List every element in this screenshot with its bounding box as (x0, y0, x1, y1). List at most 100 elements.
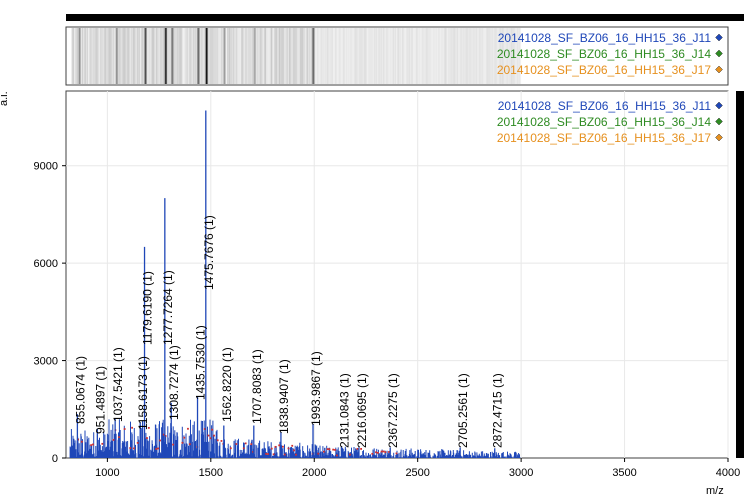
gel-band-faint (357, 28, 359, 84)
red-peak-marker (216, 439, 219, 442)
gel-band-faint (275, 28, 277, 84)
gel-band-faint (323, 28, 325, 84)
gel-band-faint (217, 28, 219, 84)
gel-band-faint (115, 28, 117, 84)
gel-band-faint (365, 28, 367, 84)
gel-band-faint (489, 28, 491, 84)
gel-band-faint (109, 28, 112, 84)
red-peak-marker (209, 437, 212, 440)
gel-band-faint (295, 28, 297, 84)
gel-band-faint (265, 28, 267, 84)
gel-band-faint (242, 28, 244, 84)
gel-band-faint (222, 28, 225, 84)
gel-band-faint (370, 28, 372, 84)
gel-band-faint (128, 28, 131, 84)
y-axis: 0 3000 6000 9000 (34, 161, 66, 465)
gel-band-faint (123, 28, 126, 84)
gel-band-faint (252, 28, 254, 84)
gel-band-faint (183, 28, 185, 84)
gel-band-faint (328, 28, 330, 84)
gel-band-faint (397, 28, 399, 84)
gel-band-faint (300, 28, 302, 84)
gel-band-faint (140, 28, 142, 84)
red-peak-marker (291, 444, 294, 447)
gel-band-faint (425, 28, 427, 84)
gel-band-faint (110, 28, 112, 84)
gel-band-faint (158, 28, 160, 84)
gel-band-faint (505, 28, 508, 84)
red-peak-marker (334, 448, 336, 451)
gel-band-faint (136, 28, 138, 84)
gel-band-faint (180, 28, 182, 84)
legend-diamond-icon (715, 101, 723, 110)
gel-band-faint (213, 28, 216, 84)
top-overview-scrollbar[interactable] (66, 14, 744, 21)
gel-band-faint (290, 28, 292, 84)
gel-band-faint (105, 28, 107, 84)
red-peak-marker (80, 440, 83, 443)
gel-band-faint (318, 28, 320, 84)
gel-band-faint (83, 28, 85, 84)
gel-band-faint (107, 28, 109, 84)
red-peak-marker (123, 428, 126, 430)
gel-band-faint (510, 28, 512, 84)
gel-band-faint (258, 28, 260, 84)
gel-band-faint (267, 28, 269, 84)
gel-band-faint (510, 28, 513, 84)
gel-band-faint (330, 28, 332, 84)
gel-band-faint (78, 28, 80, 84)
gel-band-faint (137, 28, 140, 84)
gel-band-faint (438, 28, 440, 84)
gel-band-faint (96, 28, 98, 84)
gel-band-faint (101, 28, 103, 84)
gel-band-faint (109, 28, 111, 84)
gel-band-faint (281, 28, 283, 84)
gel-band-faint (90, 28, 93, 84)
gel-band-faint (417, 28, 419, 84)
gel-band-faint (236, 28, 238, 84)
gel-band-faint (345, 28, 347, 84)
gel-band-faint (122, 28, 124, 84)
red-peak-marker (360, 448, 363, 450)
red-peak-marker (242, 447, 245, 450)
gel-band-faint (180, 28, 183, 84)
gel-band-faint (461, 28, 463, 84)
gel-band-faint (406, 28, 408, 84)
gel-band-faint (338, 28, 340, 84)
gel-band-faint (82, 28, 84, 84)
gel-band-faint (519, 28, 521, 84)
peak-label: 1475.7676 (1) (202, 215, 216, 290)
gel-band-faint (355, 28, 357, 84)
gel-band-faint (131, 28, 133, 84)
gel-band-faint (302, 28, 304, 84)
gel-band-faint (515, 28, 517, 84)
gel-band-faint (255, 28, 258, 84)
gel-band-faint (118, 28, 121, 84)
gel-band-faint (331, 28, 334, 84)
x-tick-label: 3000 (509, 467, 533, 479)
gel-band-faint (85, 28, 87, 84)
right-vertical-scrollbar[interactable] (736, 91, 744, 458)
gel-band-faint (495, 28, 497, 84)
gel-band-faint (353, 28, 355, 84)
gel-band-faint (150, 28, 152, 84)
x-tick-label: 3500 (612, 467, 636, 479)
gel-band-faint (454, 28, 456, 84)
gel-legend-entry-label: 20141028_SF_BZ06_16_HH15_36_J14 (497, 47, 711, 61)
gel-band-faint (121, 28, 123, 84)
gel-band (171, 28, 174, 84)
gel-band-faint (177, 28, 179, 84)
gel-band-faint (259, 28, 261, 84)
red-peak-marker (328, 448, 331, 451)
gel-band-faint (460, 28, 462, 84)
red-peak-marker (235, 443, 238, 445)
gel-band-faint (239, 28, 241, 84)
gel-band-faint (285, 28, 287, 84)
gel-band-faint (369, 28, 371, 84)
gel-band-faint (385, 28, 387, 84)
gel-band-faint (412, 28, 414, 84)
gel-band-faint (73, 28, 75, 84)
gel-band-faint (374, 28, 376, 84)
gel-band-faint (170, 28, 173, 84)
gel-band-faint (415, 28, 417, 84)
